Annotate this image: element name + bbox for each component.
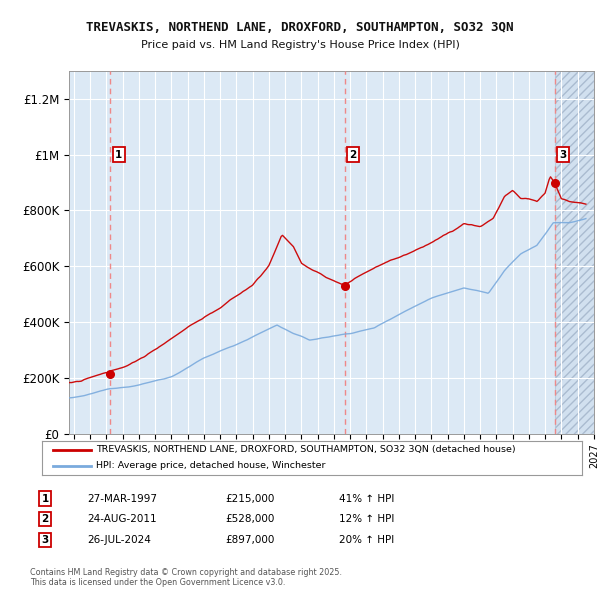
Text: 20% ↑ HPI: 20% ↑ HPI bbox=[339, 535, 394, 545]
Text: 3: 3 bbox=[559, 149, 566, 159]
Text: 26-JUL-2024: 26-JUL-2024 bbox=[87, 535, 151, 545]
Text: £215,000: £215,000 bbox=[225, 494, 274, 503]
Text: 2: 2 bbox=[41, 514, 49, 524]
Text: Price paid vs. HM Land Registry's House Price Index (HPI): Price paid vs. HM Land Registry's House … bbox=[140, 40, 460, 50]
Text: TREVASKIS, NORTHEND LANE, DROXFORD, SOUTHAMPTON, SO32 3QN (detached house): TREVASKIS, NORTHEND LANE, DROXFORD, SOUT… bbox=[96, 445, 515, 454]
Text: 1: 1 bbox=[115, 149, 122, 159]
Text: 3: 3 bbox=[41, 535, 49, 545]
Text: £528,000: £528,000 bbox=[225, 514, 274, 524]
Text: TREVASKIS, NORTHEND LANE, DROXFORD, SOUTHAMPTON, SO32 3QN: TREVASKIS, NORTHEND LANE, DROXFORD, SOUT… bbox=[86, 21, 514, 34]
Text: £897,000: £897,000 bbox=[225, 535, 274, 545]
Text: 27-MAR-1997: 27-MAR-1997 bbox=[87, 494, 157, 503]
Text: 1: 1 bbox=[41, 494, 49, 503]
Text: 2: 2 bbox=[349, 149, 356, 159]
Text: Contains HM Land Registry data © Crown copyright and database right 2025.
This d: Contains HM Land Registry data © Crown c… bbox=[30, 568, 342, 587]
Text: HPI: Average price, detached house, Winchester: HPI: Average price, detached house, Winc… bbox=[96, 461, 325, 470]
Text: 41% ↑ HPI: 41% ↑ HPI bbox=[339, 494, 394, 503]
Text: 24-AUG-2011: 24-AUG-2011 bbox=[87, 514, 157, 524]
Text: 12% ↑ HPI: 12% ↑ HPI bbox=[339, 514, 394, 524]
